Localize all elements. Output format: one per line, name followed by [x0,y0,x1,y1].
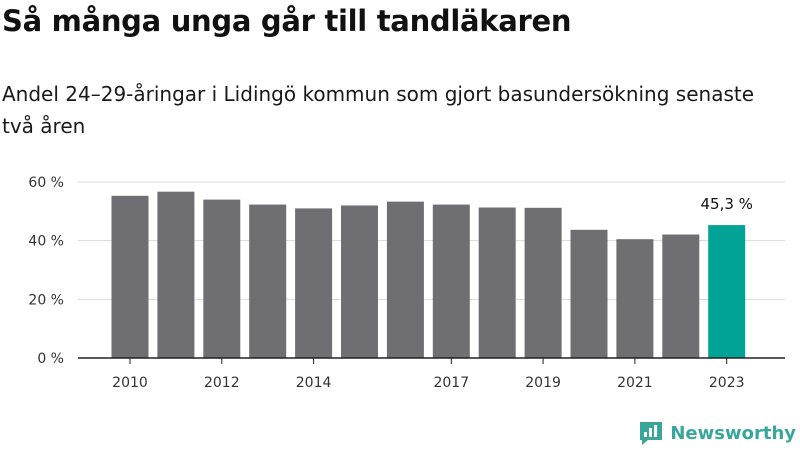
y-tick-label: 0 % [37,351,64,367]
bar-2012 [203,199,241,358]
newsworthy-logo: Newsworthy [638,420,796,446]
x-tick-label: 2019 [525,375,561,391]
bar-2023 [708,225,746,358]
bar-2018 [478,207,516,358]
x-tick-label: 2014 [296,375,332,391]
chart-title: Så många unga går till tandläkaren [2,4,572,38]
bar-2021 [616,239,654,358]
bar-value-label: 45,3 % [700,195,752,213]
bar-2010 [111,195,149,358]
y-axis: 0 % 20 % 40 % 60 % [28,175,64,367]
newsworthy-logo-text: Newsworthy [670,422,796,444]
x-tick-label: 2021 [617,375,653,391]
bars [111,191,746,358]
y-tick-label: 60 % [28,175,64,191]
annotations: 45,3 % [700,195,752,213]
x-tick-label: 2012 [204,375,240,391]
bar-2016 [386,201,424,358]
x-tick-label: 2017 [433,375,469,391]
bar-2014 [295,208,333,358]
y-tick-label: 20 % [28,292,64,308]
x-axis: 2010 2012 2014 2017 2019 2021 2023 [112,358,745,391]
newsworthy-logo-icon [640,422,663,445]
bar-2011 [157,191,195,358]
bar-2020 [570,229,608,358]
bar-2017 [432,204,470,358]
bar-2015 [341,205,378,358]
y-tick-label: 40 % [28,234,64,250]
chart-subtitle: Andel 24–29-åringar i Lidingö kommun som… [2,82,755,138]
x-tick-label: 2023 [709,375,745,391]
bar-2013 [249,204,287,358]
bar-2019 [524,207,562,358]
bar-2022 [662,234,700,358]
x-tick-label: 2010 [112,375,148,391]
